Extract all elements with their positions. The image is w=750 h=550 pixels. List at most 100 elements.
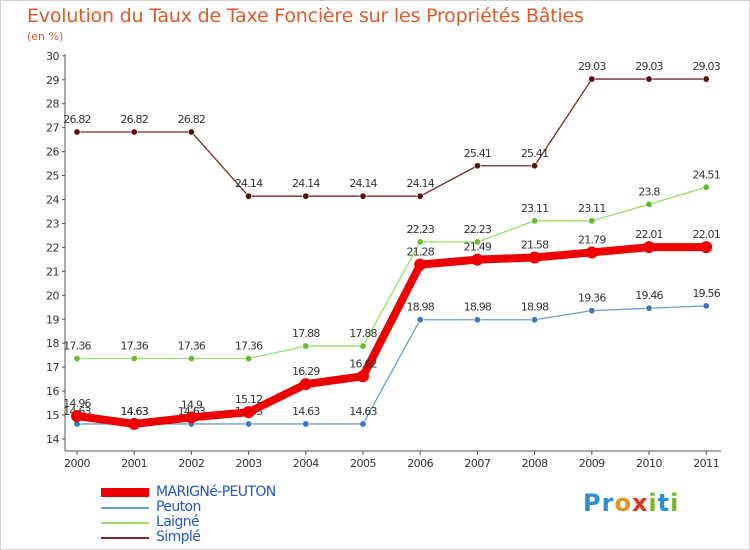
data-point-peuton	[359, 420, 367, 428]
data-label-simple: 29.03	[635, 60, 663, 73]
data-label-peuton: 18.98	[406, 301, 434, 314]
series-line-simple	[76, 78, 707, 197]
series-line-peuton	[76, 305, 707, 425]
y-tick-label: 21	[46, 265, 59, 278]
data-label-laigne: 22.23	[406, 223, 434, 236]
data-point-marigne-peuton	[700, 241, 713, 254]
data-label-marigne-peuton: 22.01	[692, 228, 720, 241]
data-label-simple: 29.03	[578, 60, 606, 73]
y-tick-label: 27	[46, 122, 59, 135]
data-point-peuton	[245, 420, 253, 428]
data-label-marigne-peuton: 21.28	[406, 246, 434, 259]
data-point-laigne	[359, 342, 367, 350]
data-point-simple	[245, 192, 253, 200]
series-line-laigne	[76, 186, 707, 360]
data-label-peuton: 18.98	[521, 301, 549, 314]
data-label-laigne: 17.36	[63, 340, 91, 353]
x-tick-label: 2007	[464, 457, 490, 470]
data-point-laigne	[302, 342, 310, 350]
data-label-marigne-peuton: 21.58	[521, 238, 549, 251]
data-point-laigne	[588, 217, 596, 225]
data-point-laigne	[645, 200, 653, 208]
data-label-marigne-peuton: 14.96	[63, 397, 91, 410]
data-label-simple: 26.82	[120, 113, 148, 126]
data-point-simple	[73, 128, 81, 136]
x-tick-label: 2008	[522, 457, 548, 470]
data-point-marigne-peuton	[357, 370, 369, 383]
data-point-laigne	[187, 355, 195, 363]
data-point-simple	[302, 192, 310, 200]
data-label-simple: 24.14	[349, 177, 377, 190]
data-point-marigne-peuton	[71, 410, 83, 423]
data-point-simple	[702, 75, 710, 83]
data-label-marigne-peuton: 16.29	[292, 365, 320, 378]
legend-swatch-peuton	[101, 507, 149, 509]
data-point-laigne	[702, 183, 710, 191]
data-point-simple	[531, 162, 539, 170]
data-point-laigne	[473, 238, 481, 246]
data-label-peuton: 14.63	[120, 405, 148, 418]
data-label-peuton: 19.56	[692, 287, 720, 300]
y-tick-label: 24	[46, 194, 59, 207]
data-point-simple	[130, 128, 138, 136]
y-tick-label: 18	[46, 337, 59, 350]
data-label-laigne: 17.88	[292, 327, 320, 340]
data-point-marigne-peuton	[242, 406, 255, 419]
data-label-peuton: 14.63	[349, 405, 377, 418]
data-point-laigne	[130, 355, 138, 363]
data-label-marigne-peuton: 22.01	[635, 228, 663, 241]
data-label-simple: 29.03	[692, 60, 720, 73]
data-label-simple: 25.41	[464, 147, 492, 160]
legend-label-laigne: Laigné	[156, 514, 200, 530]
data-point-simple	[588, 75, 596, 83]
data-point-marigne-peuton	[185, 411, 198, 424]
legend-label-marigne-peuton: MARIGNé-PEUTON	[156, 484, 276, 500]
data-label-laigne: 23.11	[521, 202, 549, 215]
legend-swatch-marigne-peuton	[101, 488, 149, 497]
logo-letter: x	[631, 489, 649, 517]
data-label-marigne-peuton: 21.49	[464, 241, 492, 254]
data-point-peuton	[645, 304, 653, 312]
data-label-simple: 26.82	[63, 113, 91, 126]
data-point-peuton	[416, 316, 424, 324]
data-point-laigne	[73, 355, 81, 363]
data-label-laigne: 22.23	[464, 223, 492, 236]
x-tick-label: 2010	[636, 457, 662, 470]
data-label-simple: 24.14	[235, 177, 263, 190]
x-tick-label: 2009	[579, 457, 605, 470]
data-label-laigne: 17.36	[120, 340, 148, 353]
logo-letter: r	[601, 489, 615, 517]
data-label-laigne: 24.51	[692, 168, 720, 181]
x-tick-label: 2004	[293, 457, 319, 470]
legend-swatch-laigne	[101, 522, 149, 524]
data-label-laigne: 23.11	[578, 202, 606, 215]
data-label-simple: 25.41	[521, 147, 549, 160]
logo-letter: i	[648, 489, 658, 517]
y-tick-label: 22	[46, 241, 59, 254]
data-point-laigne	[416, 238, 424, 246]
legend-label-simple: Simplé	[156, 529, 201, 545]
data-label-peuton: 18.98	[464, 301, 492, 314]
y-tick-label: 20	[46, 289, 59, 302]
data-label-laigne: 17.88	[349, 327, 377, 340]
legend-label-peuton: Peuton	[156, 499, 201, 515]
data-point-peuton	[702, 302, 710, 310]
data-label-marigne-peuton: 16.62	[349, 357, 377, 370]
data-label-laigne: 17.36	[178, 340, 206, 353]
data-point-marigne-peuton	[414, 258, 427, 271]
y-tick-label: 19	[46, 313, 59, 326]
data-point-laigne	[531, 217, 539, 225]
data-label-marigne-peuton: 15.12	[235, 393, 263, 406]
data-label-peuton: 14.63	[292, 405, 320, 418]
data-point-marigne-peuton	[471, 253, 484, 266]
data-label-peuton: 19.46	[635, 289, 663, 302]
y-tick-label: 25	[46, 170, 59, 183]
x-tick-label: 2011	[693, 457, 719, 470]
data-point-peuton	[302, 420, 310, 428]
legend-swatch-simple	[101, 537, 149, 539]
x-tick-label: 2003	[236, 457, 262, 470]
data-point-laigne	[245, 355, 253, 363]
x-tick-label: 2001	[121, 457, 147, 470]
data-label-marigne-peuton: 14.9	[181, 398, 203, 411]
